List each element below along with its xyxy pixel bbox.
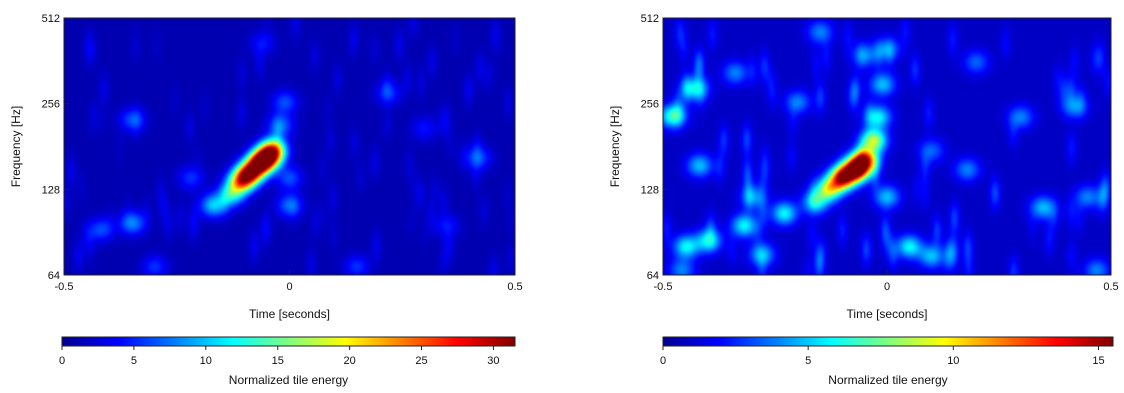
colorbar-tick-label: 25 xyxy=(415,355,427,367)
x-tick-label: 0.5 xyxy=(507,281,522,293)
y-tick-label: 64 xyxy=(48,270,60,282)
y-tick-label: 512 xyxy=(42,13,60,25)
colorbar-ticks: 0 5 10 15 20 25 30 xyxy=(59,346,500,367)
colorbar-tick-label: 0 xyxy=(660,355,666,367)
y-tick-label: 128 xyxy=(641,184,659,196)
x-axis-label: Time [seconds] xyxy=(847,307,928,321)
x-tick-label: -0.5 xyxy=(654,281,673,293)
x-axis-ticks: -0.5 0 0.5 xyxy=(654,270,1119,293)
colorbar-tick-label: 15 xyxy=(272,355,284,367)
y-tick-label: 128 xyxy=(42,184,60,196)
spectrogram-panel-left: -0.5 0 0.5 64 128 256 512 Time [seconds] Freq… xyxy=(9,13,523,387)
y-axis-ticks: 64 128 256 512 xyxy=(42,13,69,282)
x-tick-label: 0 xyxy=(884,281,890,293)
colorbar-tick-label: 30 xyxy=(487,355,499,367)
spectrogram-heatmap xyxy=(663,18,1111,275)
y-axis-ticks: 64 128 256 512 xyxy=(641,13,668,282)
y-tick-label: 512 xyxy=(641,13,659,25)
colorbar-tick-label: 10 xyxy=(947,355,959,367)
x-axis-ticks: -0.5 0 0.5 xyxy=(55,270,523,293)
colorbar-label: Normalized tile energy xyxy=(828,373,947,387)
colorbar-tick-label: 15 xyxy=(1092,355,1104,367)
spectrogram-heatmap xyxy=(64,18,515,275)
colorbar-label: Normalized tile energy xyxy=(229,373,348,387)
x-tick-label: -0.5 xyxy=(55,281,74,293)
colorbar-tick-label: 20 xyxy=(343,355,355,367)
colorbar-ticks: 0 5 10 15 xyxy=(660,346,1105,367)
spectrogram-panel-right: -0.5 0 0.5 64 128 256 512 Time [seconds] Freq… xyxy=(608,13,1119,387)
y-axis-label: Frequency [Hz] xyxy=(608,106,622,187)
colorbar-tick-label: 5 xyxy=(805,355,811,367)
y-tick-label: 64 xyxy=(647,270,659,282)
x-axis-label: Time [seconds] xyxy=(249,307,330,321)
x-tick-label: 0.5 xyxy=(1103,281,1118,293)
y-axis-label: Frequency [Hz] xyxy=(9,106,23,187)
colorbar-tick-label: 5 xyxy=(131,355,137,367)
y-tick-label: 256 xyxy=(641,99,659,111)
x-tick-label: 0 xyxy=(286,281,292,293)
colorbar xyxy=(61,336,516,347)
colorbar-tick-label: 0 xyxy=(59,355,65,367)
colorbar xyxy=(662,336,1114,347)
colorbar-tick-label: 10 xyxy=(200,355,212,367)
y-tick-label: 256 xyxy=(42,99,60,111)
